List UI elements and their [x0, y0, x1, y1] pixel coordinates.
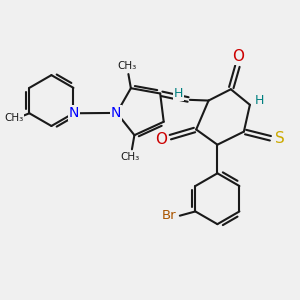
- Text: CH₃: CH₃: [4, 112, 23, 122]
- Text: CH₃: CH₃: [117, 61, 136, 71]
- Text: N: N: [111, 106, 121, 120]
- Text: O: O: [232, 49, 244, 64]
- Text: H: H: [174, 87, 183, 100]
- Text: N: N: [69, 106, 79, 120]
- Text: S: S: [275, 131, 285, 146]
- Text: CH₃: CH₃: [121, 152, 140, 162]
- Text: H: H: [255, 94, 265, 107]
- Text: O: O: [155, 132, 167, 147]
- Text: Br: Br: [162, 209, 177, 222]
